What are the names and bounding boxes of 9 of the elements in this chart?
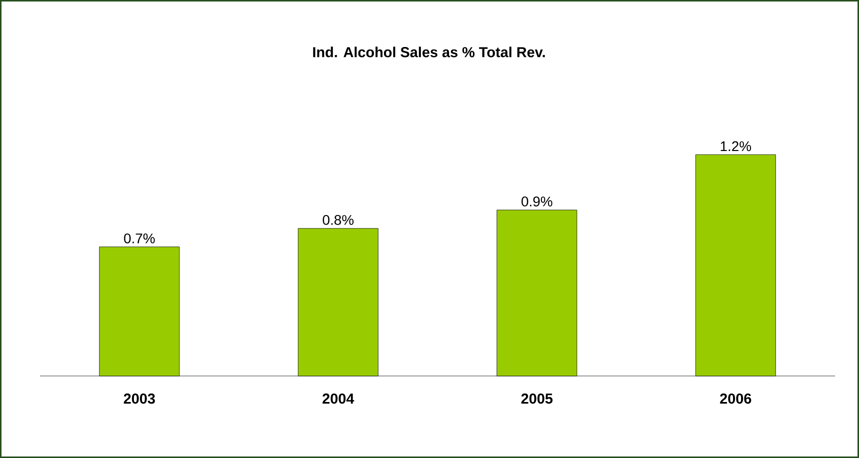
data-label: 0.8% — [322, 215, 354, 225]
x-tick-label: 2005 — [521, 394, 553, 404]
chart-title: Ind. Alcohol Sales as % Total Rev. — [313, 46, 545, 58]
x-tick-label: 2006 — [720, 394, 752, 404]
x-tick-label: 2003 — [124, 394, 155, 404]
data-label: 0.9% — [522, 196, 552, 206]
x-tick-label: 2004 — [322, 394, 354, 404]
data-label: 0.7% — [124, 233, 155, 244]
data-label: 1.2% — [720, 141, 752, 152]
